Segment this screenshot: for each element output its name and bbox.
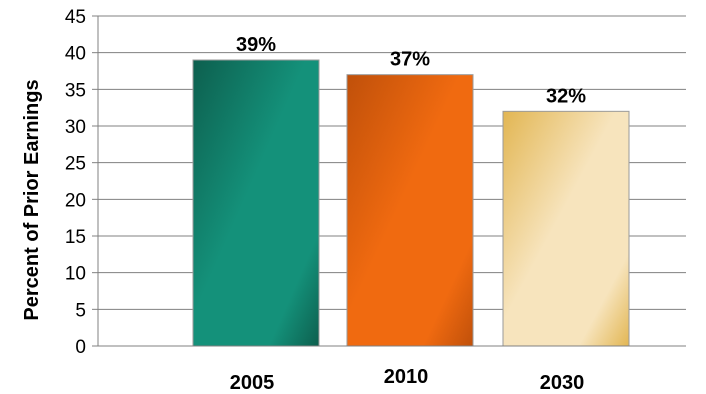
y-tick-label: 0 — [75, 337, 86, 358]
x-category-label-2030: 2030 — [540, 372, 585, 394]
y-tick-label: 40 — [65, 44, 86, 65]
y-tick-label: 10 — [65, 264, 86, 285]
data-label-2010: 37% — [390, 49, 430, 71]
bar-2010 — [346, 74, 474, 347]
bar-2005 — [192, 59, 320, 347]
y-tick-label: 45 — [65, 7, 86, 28]
y-tick-label: 20 — [65, 190, 86, 211]
y-tick-labels: 0 5 10 15 20 25 30 35 40 45 — [65, 7, 98, 358]
x-category-label-2010: 2010 — [384, 366, 429, 388]
x-category-labels: 2005 2010 2030 — [230, 366, 585, 394]
y-tick-label: 35 — [65, 80, 86, 101]
y-tick-label: 5 — [75, 300, 86, 321]
y-tick-label: 15 — [65, 227, 86, 248]
y-tick-label: 30 — [65, 117, 86, 138]
bar-2030 — [502, 110, 630, 347]
y-axis-title: Percent of Prior Earnings — [21, 79, 43, 320]
y-tick-label: 25 — [65, 154, 86, 175]
axes — [97, 16, 686, 347]
data-labels: 39% 37% 32% — [236, 34, 586, 107]
x-category-label-2005: 2005 — [230, 372, 275, 394]
data-label-2030: 32% — [546, 85, 586, 107]
bars — [192, 59, 630, 347]
data-label-2005: 39% — [236, 34, 276, 56]
